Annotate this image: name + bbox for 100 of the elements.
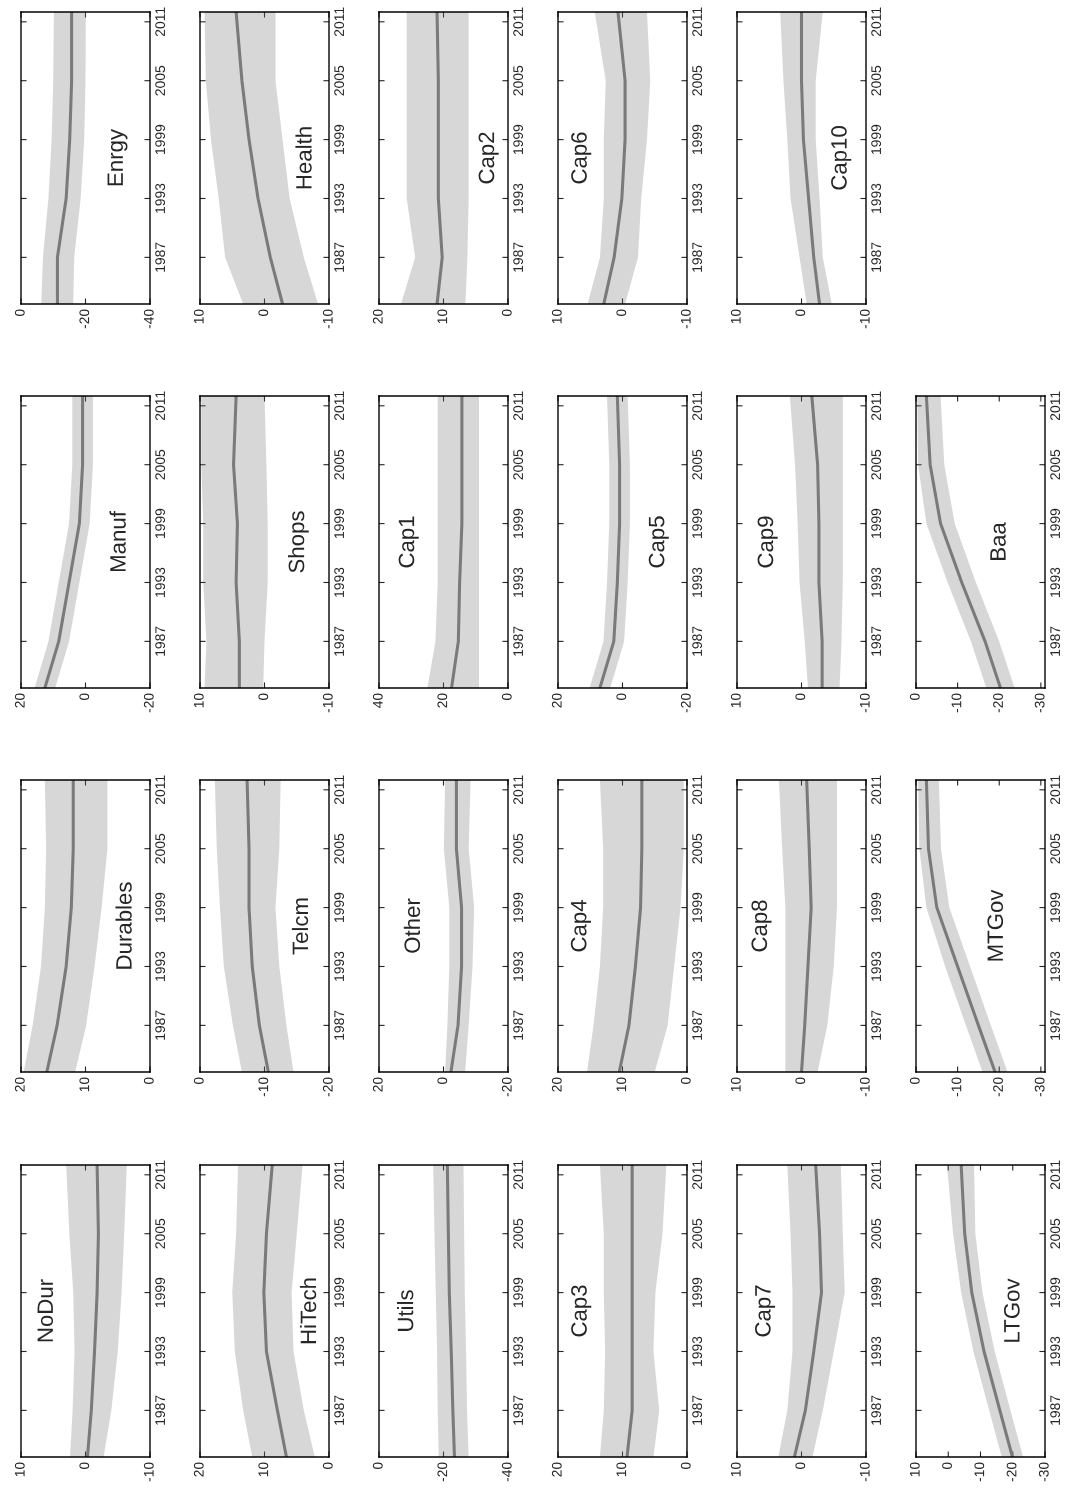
x-tick-label: 0 — [372, 1462, 383, 1470]
text: Cap5 — [648, 516, 669, 568]
x-tick-label: -10 — [859, 1462, 870, 1482]
y-tick-label: 1999 — [155, 1277, 166, 1307]
y-tick-label: 2011 — [1050, 1160, 1061, 1190]
x-tick-label: -40 — [501, 1462, 512, 1482]
y-tick-label: 1987 — [155, 1010, 166, 1040]
y-tick-label: 1987 — [513, 626, 524, 656]
y-tick-label: 2005 — [692, 833, 703, 864]
text: Enrgy — [107, 129, 128, 186]
y-tick-label: 1987 — [513, 1395, 524, 1425]
y-tick-label: 1987 — [692, 1395, 703, 1425]
y-tick-label: 1993 — [871, 1336, 882, 1366]
y-tick-label: 2005 — [513, 1218, 524, 1249]
x-tick-label: -10 — [951, 693, 962, 713]
x-tick-label: -20 — [79, 309, 90, 329]
x-tick-label: 0 — [909, 693, 920, 701]
y-tick-label: 1993 — [1050, 951, 1061, 981]
text: Cap6 — [571, 132, 592, 184]
y-tick-label: 1993 — [334, 567, 345, 597]
y-tick-label: 1999 — [334, 892, 345, 922]
y-tick-label: 2005 — [692, 65, 703, 96]
y-tick-label: 1999 — [871, 124, 882, 154]
x-tick-label: 10 — [730, 693, 741, 708]
y-tick-label: 2011 — [334, 775, 345, 805]
y-tick-label: 2011 — [692, 1160, 703, 1190]
y-tick-label: 2005 — [1050, 1218, 1061, 1249]
y-tick-label: 1999 — [871, 1277, 882, 1307]
y-tick-label: 2011 — [513, 1160, 524, 1190]
x-tick-label: 10 — [193, 309, 204, 324]
x-tick-label: 10 — [616, 1077, 627, 1092]
y-tick-label: 1999 — [692, 1277, 703, 1307]
x-tick-label: 0 — [795, 693, 806, 701]
y-tick-label: 1993 — [1050, 567, 1061, 597]
x-tick-label: 0 — [680, 1077, 691, 1085]
y-tick-label: 1987 — [513, 242, 524, 272]
x-tick-label: 20 — [14, 1077, 25, 1092]
x-tick-label: 0 — [258, 309, 269, 317]
x-tick-label: 20 — [551, 693, 562, 708]
x-tick-label: -10 — [859, 309, 870, 329]
y-tick-label: 2011 — [871, 1160, 882, 1190]
y-tick-label: 2005 — [871, 1218, 882, 1249]
x-tick-label: 0 — [193, 1077, 204, 1085]
y-tick-label: 2011 — [334, 7, 345, 37]
y-tick-label: 1993 — [155, 951, 166, 981]
text: Cap1 — [398, 516, 419, 568]
x-tick-label: -20 — [437, 1462, 448, 1482]
text: HiTech — [299, 1278, 317, 1344]
x-tick-label: -10 — [974, 1462, 985, 1482]
y-tick-label: 2011 — [871, 7, 882, 37]
x-tick-label: -20 — [993, 693, 1003, 713]
x-tick-label: 10 — [909, 1462, 920, 1477]
y-tick-label: 1999 — [334, 508, 345, 538]
y-tick-label: 2005 — [1050, 833, 1061, 864]
y-tick-label: 2011 — [692, 775, 703, 805]
text: Durables — [115, 882, 132, 969]
y-tick-label: 1993 — [155, 183, 166, 213]
y-tick-label: 2005 — [871, 65, 882, 96]
y-tick-label: 1999 — [692, 508, 703, 538]
x-tick-label: -30 — [1034, 1077, 1045, 1097]
text: Cap7 — [754, 1285, 776, 1337]
y-tick-label: 1993 — [513, 567, 524, 597]
y-tick-label: 1993 — [1050, 1336, 1061, 1366]
text: NoDur — [37, 1279, 54, 1342]
x-tick-label: 10 — [616, 1462, 627, 1477]
y-tick-label: 1987 — [871, 242, 882, 272]
x-tick-label: -20 — [1006, 1462, 1017, 1482]
y-tick-label: 2005 — [334, 449, 345, 480]
y-tick-label: 1999 — [692, 124, 703, 154]
x-tick-label: -20 — [993, 1077, 1003, 1097]
x-tick-label: 0 — [143, 1077, 154, 1085]
y-tick-label: 1999 — [692, 892, 703, 922]
y-tick-label: 1987 — [871, 1395, 882, 1425]
x-tick-label: 0 — [616, 309, 627, 317]
y-tick-label: 1987 — [871, 1010, 882, 1040]
y-tick-label: 1999 — [513, 1277, 524, 1307]
text: Health — [295, 127, 312, 189]
y-tick-label: 1999 — [871, 508, 882, 538]
y-tick-label: 1993 — [871, 951, 882, 981]
y-tick-label: 2011 — [1050, 775, 1061, 805]
text: Baa — [990, 522, 1006, 560]
y-tick-label: 2005 — [155, 449, 166, 480]
x-tick-label: 0 — [795, 1077, 806, 1085]
y-tick-label: 1987 — [1050, 1395, 1061, 1425]
x-tick-label: 0 — [942, 1462, 952, 1470]
y-tick-label: 2005 — [692, 449, 703, 480]
y-tick-label: 2005 — [155, 1218, 166, 1249]
x-tick-label: 40 — [372, 693, 383, 708]
y-tick-label: 2005 — [692, 1218, 703, 1249]
x-tick-label: 10 — [79, 1077, 90, 1092]
y-tick-label: 1993 — [871, 567, 882, 597]
y-tick-label: 1993 — [334, 951, 345, 981]
x-tick-label: 0 — [501, 693, 512, 701]
y-tick-label: 1999 — [1050, 508, 1061, 538]
x-tick-label: 10 — [730, 309, 741, 324]
y-tick-label: 2011 — [513, 775, 524, 805]
x-tick-label: 20 — [193, 1462, 204, 1477]
x-tick-label: -10 — [322, 693, 333, 713]
y-tick-label: 1987 — [692, 626, 703, 656]
x-tick-label: -20 — [501, 1077, 512, 1097]
